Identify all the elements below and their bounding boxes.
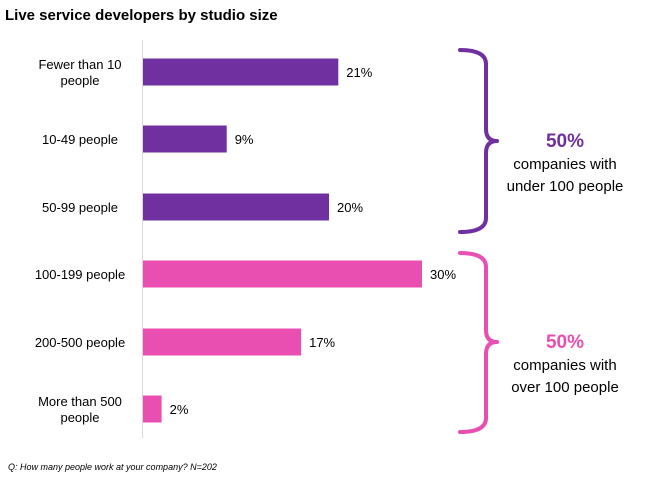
group-summaries: 50% companies with under 100 people 50% comp… xyxy=(458,48,624,434)
category-label-1: 10-49 people xyxy=(42,132,118,147)
group-brace-0 xyxy=(458,48,499,234)
category-label-line: 10-49 people xyxy=(42,132,118,147)
category-label-line: 200-500 people xyxy=(35,335,125,350)
value-labels: 21% 9% 20% 30% 17% 2% xyxy=(170,65,457,417)
bar-0 xyxy=(143,58,339,86)
category-label-line: 100-199 people xyxy=(35,267,125,282)
value-label-0: 21% xyxy=(346,65,372,80)
category-label-0: Fewer than 10 people xyxy=(38,57,121,88)
group-percent-0: 50% xyxy=(546,131,584,152)
bar-2 xyxy=(143,193,329,221)
category-label-line: 50-99 people xyxy=(42,200,118,215)
category-label-line: people xyxy=(60,73,99,88)
value-label-3: 30% xyxy=(430,267,456,282)
bars-layer xyxy=(143,58,422,423)
footnote: Q: How many people work at your company?… xyxy=(8,462,217,472)
group-percent-1: 50% xyxy=(546,332,584,353)
group-brace-1 xyxy=(458,251,499,434)
chart-title: Live service developers by studio size xyxy=(5,7,278,24)
category-label-2: 50-99 people xyxy=(42,200,118,215)
category-label-line: Fewer than 10 xyxy=(38,57,121,72)
group-line2-0: under 100 people xyxy=(507,178,624,195)
value-label-5: 2% xyxy=(170,402,189,417)
category-label-4: 200-500 people xyxy=(35,335,125,350)
bar-4 xyxy=(143,328,302,356)
group-line1-1: companies with xyxy=(513,357,616,374)
value-label-1: 9% xyxy=(235,132,254,147)
category-label-5: More than 500 people xyxy=(38,394,122,425)
bar-5 xyxy=(143,395,162,423)
value-label-2: 20% xyxy=(337,200,363,215)
group-line2-1: over 100 people xyxy=(511,379,619,396)
group-line1-0: companies with xyxy=(513,156,616,173)
bar-1 xyxy=(143,125,227,153)
category-label-line: people xyxy=(60,410,99,425)
bar-3 xyxy=(143,260,422,288)
category-label-line: More than 500 xyxy=(38,394,122,409)
category-label-3: 100-199 people xyxy=(35,267,125,282)
value-label-4: 17% xyxy=(309,335,335,350)
